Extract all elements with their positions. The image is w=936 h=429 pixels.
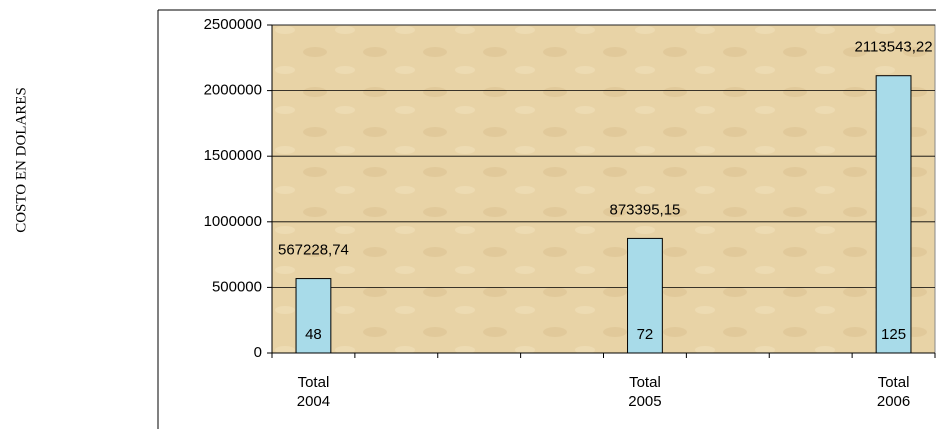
bar [875, 75, 912, 354]
bar [295, 278, 332, 354]
x-tick-label: Total 2004 [296, 374, 331, 410]
y-tick-label: 1500000 [204, 147, 262, 164]
x-tick-label: Total 2006 [876, 374, 911, 410]
count-label: 72 [637, 326, 654, 343]
y-tick-label: 0 [254, 344, 262, 361]
y-tick-label: 1000000 [204, 213, 262, 230]
y-tick-label: 2000000 [204, 82, 262, 99]
y-axis-label: COSTO EN DOLARES [13, 87, 29, 233]
value-label: 873395,15 [609, 201, 680, 218]
y-tick-label: 500000 [212, 278, 262, 295]
plot-area [271, 24, 936, 354]
count-label: 48 [305, 326, 322, 343]
x-tick-label: Total 2005 [628, 374, 662, 410]
value-label: 2113543,22 [854, 39, 932, 56]
y-tick-label: 2500000 [204, 16, 262, 33]
count-label: 125 [881, 326, 906, 343]
bar [627, 237, 663, 354]
value-label: 567228,74 [278, 242, 349, 259]
